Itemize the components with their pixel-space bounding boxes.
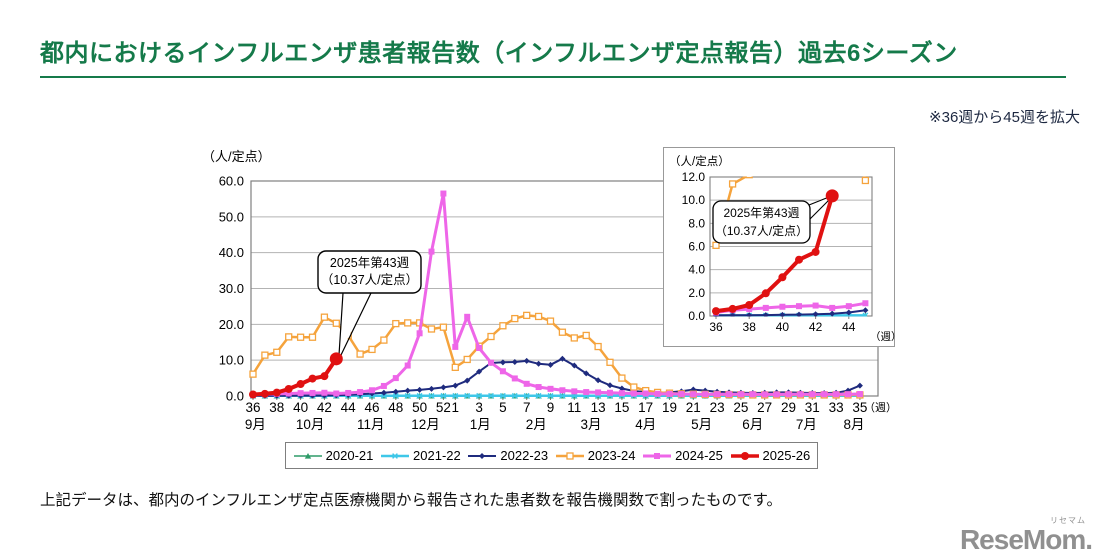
svg-text:15: 15 <box>614 400 629 415</box>
svg-text:48: 48 <box>388 400 403 415</box>
page-title: 都内におけるインフルエンザ患者報告数（インフルエンザ定点報告）過去6シーズン <box>40 40 958 67</box>
svg-text:27: 27 <box>757 400 772 415</box>
svg-text:4.0: 4.0 <box>688 263 705 277</box>
legend-item-2023-24: 2023-24 <box>555 448 636 463</box>
legend-label-2025-26: 2025-26 <box>762 448 811 463</box>
resemom-logo: リセマム ReseMom. <box>959 516 1093 555</box>
svg-text:（人/定点）: （人/定点） <box>202 149 271 164</box>
svg-text:1月: 1月 <box>470 417 491 432</box>
svg-text:（週）: （週） <box>870 331 895 343</box>
svg-text:6.0: 6.0 <box>688 240 705 254</box>
svg-text:11月: 11月 <box>357 417 385 432</box>
svg-text:0.0: 0.0 <box>226 389 244 404</box>
svg-text:50: 50 <box>412 400 427 415</box>
svg-text:44: 44 <box>341 400 357 415</box>
legend-swatch-2025-26 <box>730 451 759 460</box>
svg-text:7月: 7月 <box>796 417 817 432</box>
svg-text:（人/定点）: （人/定点） <box>669 154 730 168</box>
main-line-chart: （人/定点）0.010.020.030.040.050.060.036 38 40 4… <box>202 149 897 432</box>
svg-text:（10.37人/定点）: （10.37人/定点） <box>715 223 808 238</box>
svg-text:60.0: 60.0 <box>219 174 244 189</box>
svg-text:12月: 12月 <box>411 417 440 432</box>
svg-text:2月: 2月 <box>526 417 547 432</box>
svg-text:2025年第43週: 2025年第43週 <box>723 206 799 220</box>
svg-text:（週）: （週） <box>864 401 897 414</box>
svg-text:50.0: 50.0 <box>219 209 244 224</box>
inset-note: ※36週から45週を拡大 <box>929 109 1080 126</box>
legend-item-2020-21: 2020-21 <box>293 448 374 463</box>
svg-text:11: 11 <box>567 400 581 415</box>
svg-text:9: 9 <box>547 400 555 415</box>
legend-item-2022-23: 2022-23 <box>467 448 548 463</box>
svg-text:29: 29 <box>781 400 796 415</box>
svg-text:40.0: 40.0 <box>219 245 244 260</box>
svg-text:1: 1 <box>452 400 460 415</box>
legend-swatch-2022-23 <box>468 452 497 459</box>
data-source-caption: 上記データは、都内のインフルエンザ定点医療機関から報告された患者数を報告機関数で… <box>40 492 782 509</box>
svg-text:19: 19 <box>662 400 677 415</box>
svg-text:13: 13 <box>591 400 606 415</box>
svg-text:6月: 6月 <box>742 417 763 432</box>
svg-text:12.0: 12.0 <box>682 170 706 184</box>
legend-item-2024-25: 2024-25 <box>642 448 723 463</box>
svg-text:5月: 5月 <box>691 417 712 432</box>
svg-text:17: 17 <box>638 400 653 415</box>
legend-swatch-2024-25 <box>643 452 672 459</box>
svg-text:52: 52 <box>436 400 451 415</box>
svg-text:38: 38 <box>269 400 284 415</box>
svg-text:44: 44 <box>842 320 856 334</box>
svg-text:21: 21 <box>686 400 701 415</box>
svg-text:9月: 9月 <box>245 417 266 432</box>
legend-item-2025-26: 2025-26 <box>730 448 811 463</box>
svg-text:30.0: 30.0 <box>219 281 244 296</box>
legend-label-2022-23: 2022-23 <box>500 448 549 463</box>
svg-text:10.0: 10.0 <box>682 193 706 207</box>
svg-text:2.0: 2.0 <box>688 286 705 300</box>
logo-text: ReseMom. <box>959 524 1093 555</box>
svg-text:23: 23 <box>710 400 725 415</box>
svg-text:38: 38 <box>743 320 757 334</box>
legend-label-2021-22: 2021-22 <box>413 448 461 463</box>
svg-text:40: 40 <box>776 320 790 334</box>
svg-text:42: 42 <box>317 400 332 415</box>
legend-swatch-2023-24 <box>555 451 584 460</box>
svg-text:4月: 4月 <box>635 417 656 432</box>
svg-text:42: 42 <box>809 320 823 334</box>
inset-zoom-chart: （人/定点） 0.0 2.0 4.0 6.0 8.0 10.0 12.0 36 38 40 42 44 （… <box>663 147 895 347</box>
svg-text:3: 3 <box>475 400 483 415</box>
svg-text:10.0: 10.0 <box>219 353 244 368</box>
svg-text:7: 7 <box>523 400 531 415</box>
logo-ruby: リセマム <box>1050 516 1086 525</box>
svg-text:33: 33 <box>829 400 844 415</box>
svg-text:25: 25 <box>733 400 748 415</box>
title-underline <box>40 76 1066 78</box>
svg-text:2025年第43週: 2025年第43週 <box>330 256 410 270</box>
chart-legend: 2020-21 2021-22 2022-23 2023-24 2024-25 2025-… <box>285 442 818 469</box>
svg-text:36: 36 <box>709 320 723 334</box>
svg-text:8月: 8月 <box>843 417 864 432</box>
svg-text:8.0: 8.0 <box>688 216 705 230</box>
legend-label-2023-24: 2023-24 <box>587 448 636 463</box>
svg-text:3月: 3月 <box>580 417 601 432</box>
svg-text:36: 36 <box>245 400 260 415</box>
svg-text:5: 5 <box>499 400 507 415</box>
svg-text:10月: 10月 <box>296 417 325 432</box>
legend-label-2020-21: 2020-21 <box>325 448 374 463</box>
svg-text:（10.37人/定点）: （10.37人/定点） <box>321 272 418 287</box>
svg-text:35: 35 <box>852 400 867 415</box>
legend-label-2024-25: 2024-25 <box>675 448 723 463</box>
legend-item-2021-22: 2021-22 <box>380 448 461 463</box>
svg-text:31: 31 <box>805 400 820 415</box>
legend-swatch-2020-21 <box>293 452 322 459</box>
svg-text:40: 40 <box>293 400 308 415</box>
svg-text:20.0: 20.0 <box>219 317 244 332</box>
svg-text:0.0: 0.0 <box>688 309 705 323</box>
svg-text:46: 46 <box>364 400 379 415</box>
legend-swatch-2021-22 <box>381 452 410 459</box>
